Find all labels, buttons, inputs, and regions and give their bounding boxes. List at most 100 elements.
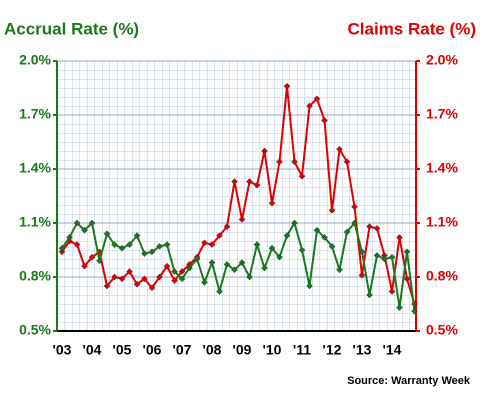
point	[111, 273, 118, 281]
point	[261, 264, 268, 272]
x-tick-label: '03	[53, 342, 72, 358]
point	[351, 203, 358, 211]
point	[411, 307, 418, 315]
point	[103, 282, 111, 290]
point	[201, 279, 208, 286]
y2-tick-label: 1.7%	[426, 106, 458, 122]
point	[208, 259, 216, 266]
point	[96, 257, 103, 265]
x-tick-label: '11	[293, 342, 311, 358]
x-tick-label: '14	[383, 342, 402, 358]
point	[186, 264, 193, 272]
point	[358, 248, 366, 256]
point	[88, 253, 96, 261]
point	[388, 288, 396, 295]
point	[388, 253, 396, 261]
point	[148, 248, 156, 256]
x-tick-label: '05	[113, 342, 132, 358]
point	[291, 158, 298, 166]
point	[328, 243, 336, 250]
y2-tick-label: 1.1%	[426, 214, 458, 230]
point	[336, 145, 343, 153]
point	[328, 207, 336, 214]
point	[141, 275, 148, 283]
point	[253, 241, 261, 248]
point	[276, 253, 283, 261]
point	[246, 178, 253, 185]
point	[171, 277, 178, 284]
point	[336, 266, 343, 274]
y-tick-label: 1.4%	[19, 160, 51, 176]
x-tick-label: '10	[263, 342, 282, 358]
point	[298, 172, 306, 180]
point	[373, 252, 381, 259]
point	[111, 241, 118, 248]
x-tick-label: '04	[83, 342, 102, 358]
y-tick-label: 1.1%	[19, 214, 51, 230]
point	[156, 243, 163, 250]
x-tick-label: '09	[233, 342, 252, 358]
point	[223, 223, 231, 230]
point	[66, 234, 73, 241]
point	[103, 230, 111, 238]
y-tick-label: 2.0%	[19, 52, 51, 68]
point	[223, 261, 231, 268]
point	[201, 239, 208, 247]
point	[193, 255, 201, 263]
point	[268, 244, 276, 252]
point	[358, 271, 366, 279]
point	[238, 259, 246, 266]
point	[261, 147, 268, 155]
point	[231, 266, 238, 274]
point	[238, 216, 246, 223]
y2-tick-label: 1.4%	[426, 160, 458, 176]
point	[268, 199, 276, 207]
point	[81, 226, 88, 234]
point	[81, 262, 88, 270]
point	[126, 241, 133, 248]
point	[178, 275, 186, 283]
point	[396, 234, 403, 241]
point	[171, 268, 178, 275]
point	[351, 219, 358, 227]
point	[118, 275, 126, 283]
point	[88, 219, 96, 227]
x-tick-label: '07	[173, 342, 192, 358]
point	[133, 280, 141, 288]
point	[313, 95, 321, 103]
point	[73, 241, 81, 248]
point	[163, 241, 171, 248]
point	[133, 232, 141, 239]
point	[313, 226, 321, 234]
point	[283, 232, 291, 239]
point	[403, 248, 411, 256]
point	[216, 288, 223, 295]
point	[246, 273, 253, 281]
point	[163, 262, 171, 270]
y2-tick-label: 0.8%	[426, 268, 458, 284]
x-tick-label: '12	[323, 342, 342, 358]
point	[283, 82, 291, 90]
point	[216, 232, 223, 239]
point	[343, 158, 351, 166]
y-tick-label: 0.5%	[19, 322, 51, 338]
point	[73, 219, 81, 227]
left-axis-title: Accrual Rate (%)	[4, 19, 139, 38]
x-tick-label: '06	[143, 342, 162, 358]
point	[373, 225, 381, 232]
point	[306, 282, 313, 290]
point	[118, 244, 126, 252]
point	[396, 304, 403, 311]
point	[343, 228, 351, 236]
point	[366, 223, 373, 230]
point	[156, 273, 163, 281]
y2-tick-label: 0.5%	[426, 322, 458, 338]
point	[306, 102, 313, 110]
source: Source: Warranty Week	[347, 375, 471, 387]
y2-tick-label: 2.0%	[426, 52, 458, 68]
point	[208, 241, 216, 248]
point	[321, 117, 328, 124]
point	[291, 219, 298, 227]
x-tick-label: '13	[353, 342, 372, 358]
